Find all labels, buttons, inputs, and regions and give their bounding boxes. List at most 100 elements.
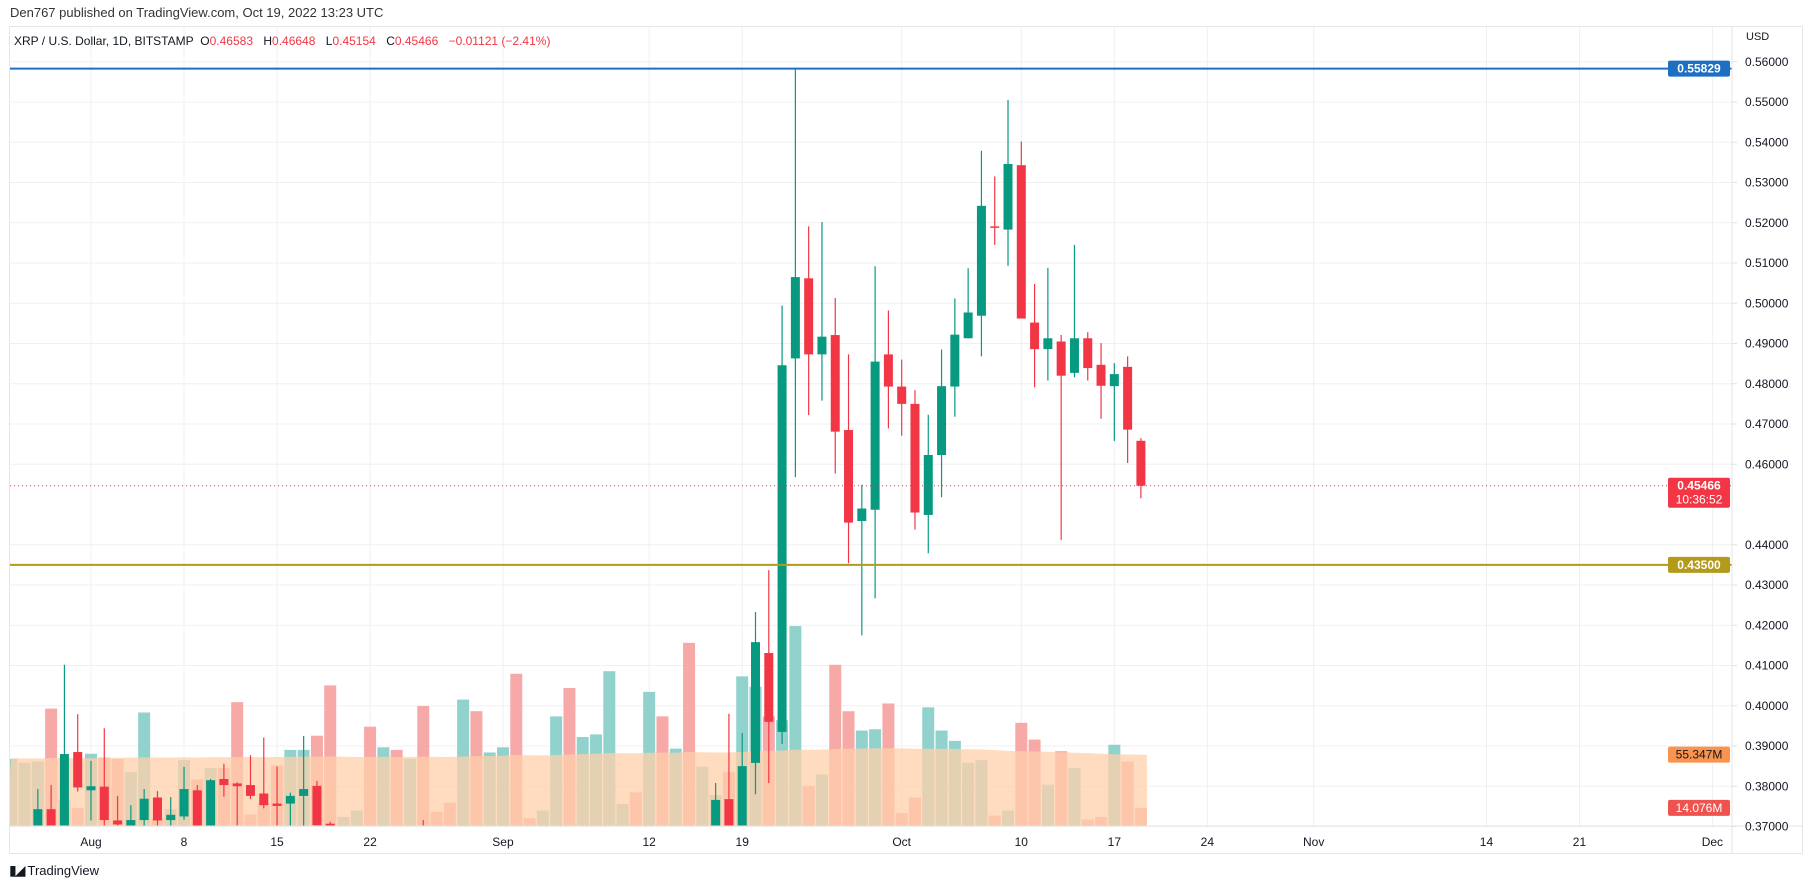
- price-tick-label: 0.54000: [1745, 135, 1789, 149]
- candle-up: [59, 754, 69, 826]
- price-tick-label: 0.51000: [1745, 256, 1789, 270]
- price-tick-label: 0.50000: [1745, 296, 1789, 310]
- candle-up: [179, 789, 189, 817]
- candle-down: [232, 783, 242, 787]
- candle-up: [139, 798, 149, 821]
- candle-down: [272, 803, 282, 806]
- candle-up: [950, 334, 960, 387]
- time-tick-label: 14: [1480, 835, 1494, 849]
- price-tick-label: 0.53000: [1745, 176, 1789, 190]
- symbol-title[interactable]: XRP / U.S. Dollar, 1D, BITSTAMP: [14, 34, 194, 48]
- price-tick-label: 0.40000: [1745, 699, 1789, 713]
- close-label: C: [386, 34, 395, 48]
- price-tick-label: 0.52000: [1745, 216, 1789, 230]
- last-price-label: 0.45466: [1677, 479, 1721, 493]
- candle-up: [937, 386, 947, 455]
- support-price-label: 0.43500: [1677, 558, 1721, 572]
- candle-down: [883, 354, 893, 387]
- time-tick-label: Oct: [892, 835, 911, 849]
- candle-down: [312, 785, 322, 826]
- price-tick-label: 0.47000: [1745, 417, 1789, 431]
- candle-up: [790, 277, 800, 359]
- candle-down: [724, 799, 734, 826]
- candle-down: [1083, 338, 1093, 369]
- candle-down: [897, 386, 907, 404]
- close-value: 0.45466: [394, 34, 439, 48]
- candle-up: [923, 454, 933, 515]
- candle-up: [857, 508, 867, 522]
- volume-ma-tag: [1668, 746, 1730, 763]
- candle-down: [1016, 165, 1026, 319]
- price-tick-label: 0.43000: [1745, 578, 1789, 592]
- time-tick-label: Aug: [80, 835, 101, 849]
- low-value: 0.45154: [332, 34, 376, 48]
- candle-up: [166, 814, 176, 821]
- candle-up: [86, 786, 96, 791]
- last-volume-label: 14.076M: [1676, 801, 1723, 815]
- price-tick-label: 0.56000: [1745, 55, 1789, 69]
- candle-down: [1136, 440, 1146, 486]
- candle-down: [804, 278, 814, 355]
- price-tick-label: 0.37000: [1745, 820, 1789, 834]
- bar-countdown: 10:36:52: [1676, 493, 1723, 507]
- symbol-legend: XRP / U.S. Dollar, 1D, BITSTAMP O0.46583…: [14, 34, 557, 48]
- resistance-price-label: 0.55829: [1677, 62, 1721, 76]
- candle-down: [910, 403, 920, 513]
- candle-up: [817, 336, 827, 355]
- candle-up: [737, 766, 747, 826]
- time-tick-label: 22: [363, 835, 377, 849]
- candle-up: [976, 205, 986, 316]
- time-tick-label: Dec: [1702, 835, 1723, 849]
- high-label: H: [263, 34, 273, 48]
- time-tick-label: 10: [1015, 835, 1029, 849]
- tradingview-logo[interactable]: ▮◢ TradingView: [9, 862, 99, 879]
- candle-up: [206, 780, 216, 826]
- candle-down: [990, 226, 1000, 228]
- candle-down: [259, 793, 269, 806]
- time-tick-label: 21: [1573, 835, 1587, 849]
- support-price-tag: [1668, 556, 1730, 573]
- open-label: O: [200, 34, 210, 48]
- candle-down: [113, 820, 123, 825]
- volume-ma-label: 55.347M: [1676, 748, 1723, 762]
- currency-label: USD: [1746, 31, 1770, 43]
- candle-down: [46, 809, 56, 826]
- candle-down: [325, 823, 335, 826]
- time-tick-label: 15: [270, 835, 284, 849]
- resistance-price-tag: [1668, 60, 1730, 77]
- last-price-tag: [1668, 477, 1730, 508]
- candle-up: [1069, 338, 1079, 373]
- candle-down: [73, 752, 83, 788]
- low-label: L: [325, 34, 333, 48]
- time-axis[interactable]: Aug 8 15 22 Sep 12 19 Oct 10 17 24 Nov 14 21 Dec: [80, 835, 1723, 849]
- candle-up: [751, 642, 760, 763]
- price-axis[interactable]: 0.56000 0.55000 0.54000 0.53000 0.52000 0.510…: [1732, 55, 1789, 834]
- candle-up: [963, 312, 973, 339]
- time-tick-label: Nov: [1303, 835, 1324, 849]
- candle-down: [1030, 322, 1040, 350]
- price-tick-label: 0.42000: [1745, 618, 1789, 632]
- candle-up: [33, 809, 43, 826]
- candle-up: [299, 789, 309, 796]
- candle-down: [764, 653, 774, 722]
- price-tick-label: 0.46000: [1745, 457, 1789, 471]
- time-tick-label: 24: [1201, 835, 1215, 849]
- candle-up: [285, 795, 295, 804]
- candle-up: [777, 365, 787, 732]
- time-tick-label: 17: [1108, 835, 1122, 849]
- time-tick-label: 19: [736, 835, 750, 849]
- price-tick-label: 0.39000: [1745, 739, 1789, 753]
- time-tick-label: 8: [181, 835, 188, 849]
- candle-down: [245, 785, 255, 796]
- candle-down: [844, 430, 854, 523]
- candle-up: [1109, 374, 1119, 387]
- price-tick-label: 0.48000: [1745, 377, 1789, 391]
- change-value: −0.01121 (−2.41%): [448, 34, 551, 48]
- candles: [33, 68, 1146, 826]
- plot-area: [10, 67, 1732, 826]
- time-tick-label: Sep: [492, 835, 514, 849]
- chart-frame: [9, 26, 1803, 854]
- candle-down: [192, 790, 202, 826]
- candle-down: [1096, 364, 1106, 386]
